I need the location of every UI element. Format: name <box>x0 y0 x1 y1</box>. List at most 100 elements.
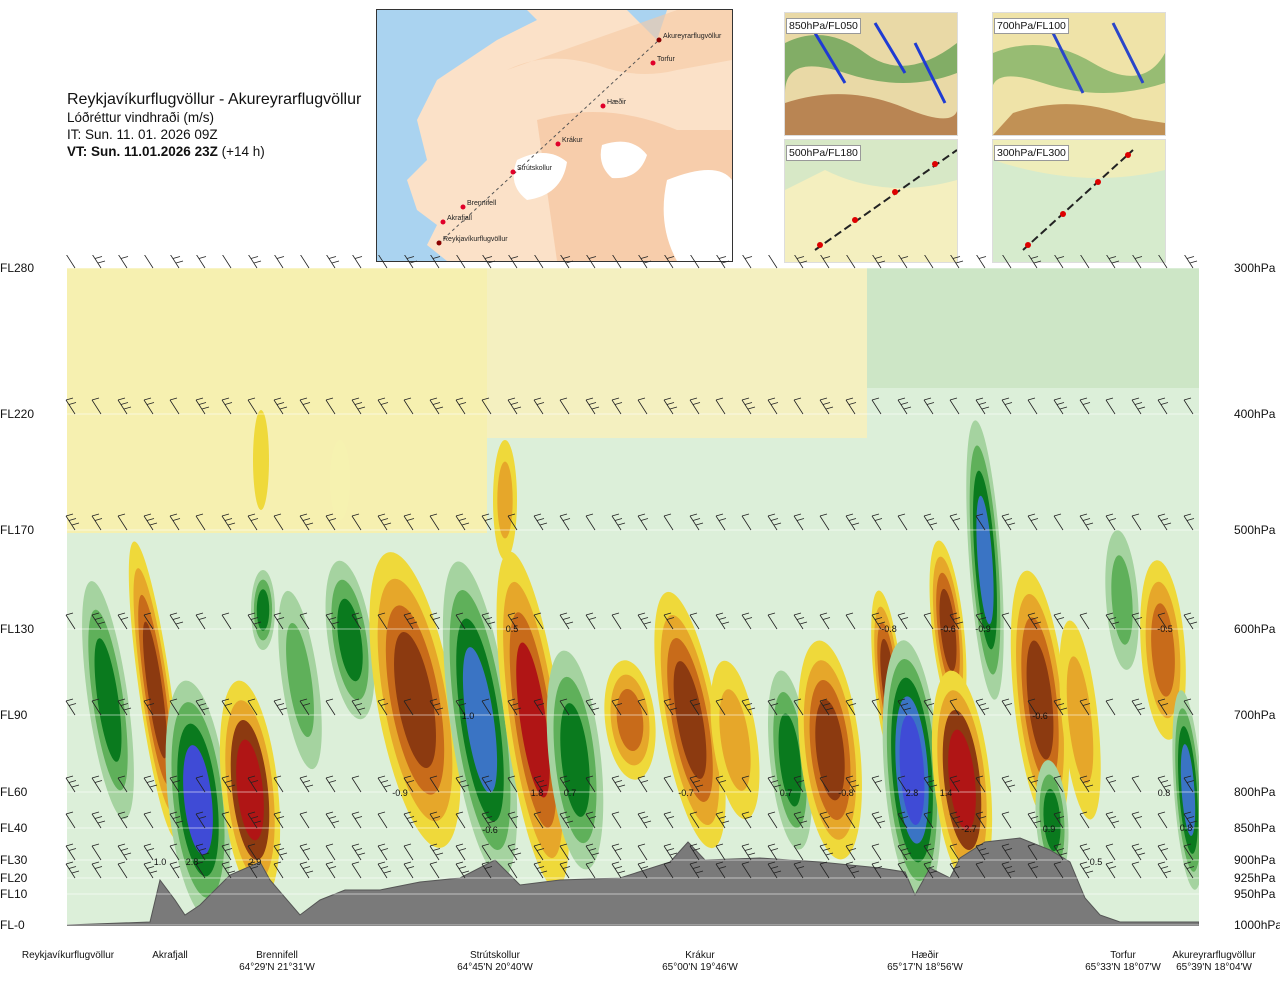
wind-barb <box>1053 612 1065 630</box>
map-sea-west <box>377 10 537 261</box>
value-label: 0.7 <box>564 788 577 798</box>
wind-barb <box>222 255 232 269</box>
wind-barb <box>533 843 545 861</box>
wind-barb <box>299 775 314 793</box>
wind-barb <box>1027 612 1042 630</box>
panel-700: 700hPa/FL100 <box>992 12 1166 136</box>
waypoint-name: Strútskollur <box>469 950 520 961</box>
wind-barb <box>793 775 805 793</box>
wind-barb <box>897 698 912 716</box>
wind-barb <box>1131 397 1146 415</box>
wind-barb <box>117 698 132 716</box>
wind-barb <box>715 811 730 829</box>
wind-barb <box>455 698 467 716</box>
wind-barbs <box>65 255 1198 879</box>
waypoint-name: Krákur <box>685 950 715 961</box>
wind-barb <box>741 612 753 630</box>
wind-barb <box>273 843 288 861</box>
value-label: 1.0 <box>154 857 167 867</box>
wind-barb <box>1131 612 1143 630</box>
wind-barb <box>923 843 935 861</box>
map-point-label: Akureyrarflugvöllur <box>663 33 722 40</box>
wind-barb <box>247 811 262 829</box>
upper-yellow-band-2 <box>487 268 867 438</box>
wind-barb <box>429 843 444 861</box>
wind-barb <box>716 255 730 269</box>
wind-barb <box>741 861 752 879</box>
wind-barb <box>325 811 340 829</box>
wind-barb <box>1079 612 1090 630</box>
vertical-motion-cells <box>82 410 1199 920</box>
wind-barb <box>845 513 860 531</box>
wind-barb <box>377 397 389 415</box>
wind-barb <box>273 698 288 716</box>
wind-barb <box>247 397 258 415</box>
wind-barb <box>637 397 648 415</box>
wind-barb <box>1053 698 1068 716</box>
wind-barb <box>118 255 129 269</box>
wind-barb <box>403 612 418 630</box>
wind-barb <box>767 397 779 415</box>
value-label: 1.4 <box>940 788 953 798</box>
wind-barb <box>976 255 987 269</box>
wind-barb <box>559 843 570 861</box>
wind-barb <box>1183 513 1195 531</box>
wind-barb <box>1105 861 1117 879</box>
wind-barb <box>299 698 311 716</box>
wind-barb <box>767 861 782 879</box>
map-point-label: Reykjavíkurflugvöllur <box>443 236 508 243</box>
wind-barb <box>715 397 726 415</box>
wind-barb <box>1028 255 1042 269</box>
wind-barb <box>455 843 467 861</box>
map-highland-north <box>507 10 732 74</box>
wind-barb <box>845 811 856 829</box>
value-label: -0.5 <box>1157 624 1173 634</box>
waypoint-coord: 65°39'N 18°04'W <box>1176 962 1252 973</box>
wind-barb <box>819 612 831 630</box>
wind-barb <box>534 255 544 269</box>
y-tick-right: 400hPa <box>1234 407 1276 421</box>
y-tick-left: FL130 <box>0 622 35 636</box>
wind-barb <box>767 775 782 793</box>
wind-barb <box>741 513 752 531</box>
wind-barb <box>507 397 522 415</box>
value-label: 0.8 <box>1158 788 1171 798</box>
wind-barb <box>1027 775 1039 793</box>
wind-barb <box>247 843 258 861</box>
wind-barb <box>1105 775 1117 793</box>
waypoint-label: Krákur 65°00'N 19°46'W <box>640 950 760 974</box>
wind-barb <box>1001 698 1013 716</box>
wind-barb <box>195 397 210 415</box>
wind-barb <box>403 775 415 793</box>
y-tick-right: 300hPa <box>1234 261 1276 275</box>
wind-barb <box>689 843 701 861</box>
y-tick-right: 925hPa <box>1234 871 1276 885</box>
wind-barb <box>65 397 77 415</box>
wind-barb <box>1183 612 1198 630</box>
wind-barb <box>533 612 544 630</box>
wind-barb <box>143 397 155 415</box>
wind-barb <box>351 612 363 630</box>
wind-barb <box>508 255 519 269</box>
wind-barb <box>196 255 207 269</box>
y-tick-right: 800hPa <box>1234 785 1276 799</box>
wind-barb <box>767 698 779 716</box>
wind-barb <box>248 255 262 269</box>
wind-barb <box>221 811 232 829</box>
wind-barb <box>351 513 362 531</box>
wind-barb <box>221 698 233 716</box>
wind-barb <box>91 775 103 793</box>
wind-barb <box>117 775 128 793</box>
value-labels: 1.0 2.8 2.9 -0.9 1.0 -0.6 1.8 0.7 0.5 -0.7 0.7 -0.8… <box>154 624 1193 867</box>
wind-barb <box>117 811 129 829</box>
wind-barb <box>1080 255 1090 269</box>
wind-barb <box>871 843 882 861</box>
wind-barb <box>481 513 493 531</box>
wind-barb <box>274 255 285 269</box>
wind-barb <box>1131 513 1142 531</box>
wind-barb <box>1054 255 1065 269</box>
wind-barb <box>794 255 808 269</box>
y-tick-left: FL10 <box>0 887 28 901</box>
map-point-label: Hæðir <box>607 98 627 106</box>
value-label: 1.8 <box>531 788 544 798</box>
